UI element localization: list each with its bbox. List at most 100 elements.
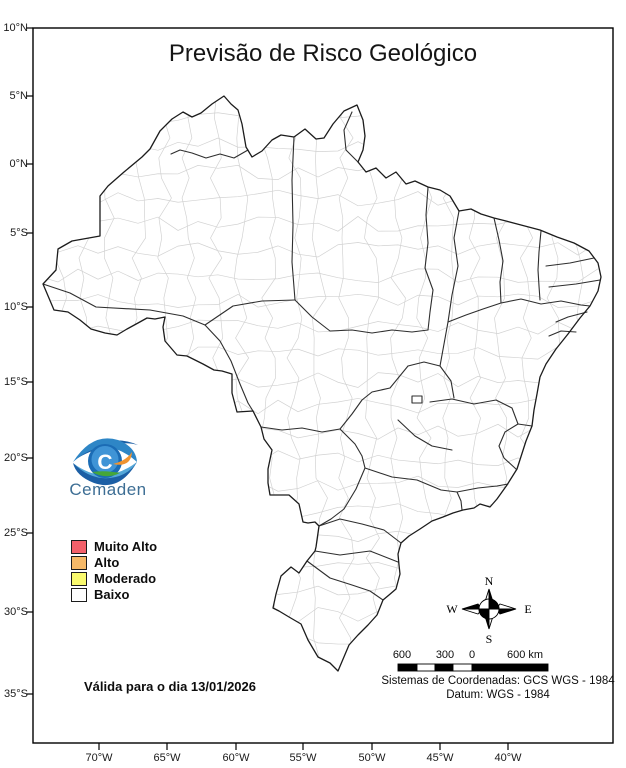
- state-border: [42, 283, 151, 311]
- state-border: [318, 467, 366, 527]
- state-border: [339, 365, 409, 430]
- lon-axis-label: 65°W: [153, 752, 181, 764]
- lat-axis-label: 5°S: [10, 227, 28, 239]
- state-border: [204, 299, 296, 326]
- state-border: [343, 111, 359, 163]
- legend-item-moderado: Moderado: [71, 571, 157, 587]
- municipal-border: [338, 97, 355, 659]
- state-border: [260, 426, 341, 433]
- lon-axis-label: 70°W: [85, 752, 113, 764]
- state-border: [517, 423, 533, 427]
- scale-label-300: 300: [435, 649, 455, 661]
- legend-swatch-muito-alto: [71, 540, 87, 554]
- state-border: [545, 257, 595, 267]
- state-border: [407, 361, 441, 367]
- state-border: [291, 136, 296, 301]
- state-border: [397, 419, 453, 451]
- brazil-country-shape: [43, 96, 601, 671]
- lon-axis-label: 40°W: [494, 752, 522, 764]
- state-border: [411, 395, 423, 404]
- compass-label-west: W: [446, 602, 458, 616]
- validity-text: Válida para o dia 13/01/2026: [84, 679, 256, 694]
- municipal-border: [43, 268, 599, 283]
- legend-swatch-baixo: [71, 588, 87, 602]
- state-border: [149, 309, 254, 412]
- state-border: [555, 311, 588, 323]
- scale-label-600-left: 600: [392, 649, 412, 661]
- legend-item-alto: Alto: [71, 555, 157, 571]
- lat-axis-label: 35°S: [4, 688, 28, 700]
- municipal-border: [311, 97, 328, 659]
- scale-label-600-km: 600 km: [506, 649, 544, 661]
- state-border: [456, 491, 463, 511]
- legend-label: Moderado: [94, 571, 157, 586]
- lon-axis-label: 60°W: [222, 752, 250, 764]
- compass-label-south: S: [485, 632, 493, 646]
- state-border: [537, 230, 542, 301]
- state-border: [493, 217, 504, 304]
- axis-ticks: [26, 27, 509, 750]
- risk-legend: Muito Alto Alto Moderado Baixo: [71, 539, 157, 603]
- legend-label: Baixo: [94, 587, 130, 602]
- state-border: [447, 302, 502, 323]
- cemaden-eye-icon: C: [73, 438, 138, 486]
- map-frame: [32, 27, 614, 744]
- municipal-border: [51, 97, 68, 659]
- svg-text:C: C: [97, 451, 112, 474]
- state-border: [498, 423, 519, 470]
- lat-axis-label: 10°S: [4, 301, 28, 313]
- scale-label-0: 0: [468, 649, 476, 661]
- scale-bar: [397, 663, 549, 672]
- lat-axis-label: 30°S: [4, 606, 28, 618]
- state-border: [548, 330, 577, 337]
- legend-item-baixo: Baixo: [71, 587, 157, 603]
- legend-label: Alto: [94, 555, 120, 570]
- municipal-border: [390, 97, 406, 659]
- legend-label: Muito Alto: [94, 539, 158, 554]
- state-border: [424, 186, 429, 269]
- municipal-border: [43, 241, 599, 258]
- lat-axis-label: 15°S: [4, 376, 28, 388]
- state-border: [314, 550, 399, 563]
- state-borders-layer: [42, 111, 601, 601]
- lat-axis-label: 5°N: [9, 90, 28, 102]
- state-border: [306, 560, 384, 601]
- state-border: [364, 467, 458, 493]
- lon-axis-label: 50°W: [358, 752, 386, 764]
- state-border: [339, 428, 366, 469]
- state-border: [439, 321, 449, 367]
- lat-axis-label: 25°S: [4, 527, 28, 539]
- lat-axis-label: 20°S: [4, 452, 28, 464]
- state-border: [424, 267, 434, 331]
- cemaden-wordmark: Cemaden: [69, 480, 147, 499]
- state-border: [500, 298, 591, 307]
- compass-label-east: E: [524, 602, 532, 616]
- state-border: [170, 149, 249, 159]
- municipal-border: [546, 97, 563, 659]
- lon-axis-label: 55°W: [289, 752, 317, 764]
- state-border: [294, 299, 429, 334]
- state-border: [429, 398, 519, 425]
- municipal-border: [572, 97, 588, 659]
- lon-axis-label: 45°W: [426, 752, 454, 764]
- legend-swatch-alto: [71, 556, 87, 570]
- compass-rose-icon: [461, 588, 517, 630]
- page-title: Previsão de Risco Geológico: [168, 40, 478, 67]
- state-border: [456, 483, 509, 493]
- legend-item-muito-alto: Muito Alto: [71, 539, 157, 555]
- lat-axis-label: 10°N: [3, 22, 28, 34]
- state-border: [447, 210, 460, 323]
- state-border: [318, 518, 402, 544]
- state-border: [548, 279, 601, 288]
- municipal-border: [364, 97, 380, 659]
- legend-swatch-moderado: [71, 572, 87, 586]
- datum-line: Datum: WGS - 1984: [446, 689, 550, 701]
- state-border: [439, 365, 455, 399]
- compass-label-north: N: [484, 574, 494, 588]
- municipal-border: [43, 112, 599, 129]
- lat-axis-label: 0°N: [9, 158, 28, 170]
- crs-line: Sistemas de Coordenadas: GCS WGS - 1984: [381, 675, 615, 687]
- brazil-outline: [42, 95, 602, 672]
